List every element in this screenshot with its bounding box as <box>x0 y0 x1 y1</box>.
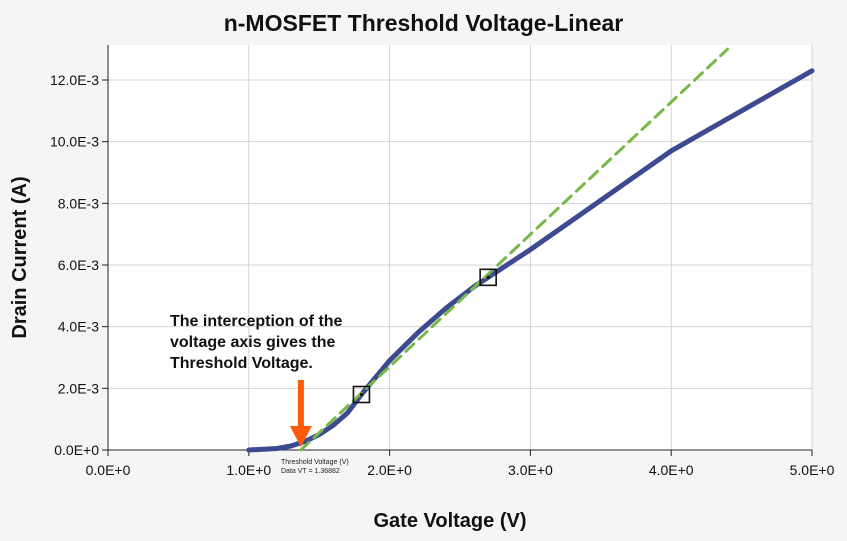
x-tick-label: 5.0E+0 <box>790 462 835 478</box>
y-tick-label: 8.0E-3 <box>58 195 99 211</box>
y-axis-label: Drain Current (A) <box>9 176 31 338</box>
annotation-text: Threshold Voltage. <box>170 355 313 372</box>
annotation-text: voltage axis gives the <box>170 334 336 351</box>
arrow-head <box>289 426 312 447</box>
x-tick-label: 4.0E+0 <box>649 462 694 478</box>
y-tick-label: 4.0E-3 <box>58 319 99 335</box>
x-tick-label: 2.0E+0 <box>367 462 412 478</box>
vt-readout: Threshold Voltage (V) <box>281 459 349 466</box>
axes <box>102 45 813 456</box>
grid <box>108 45 813 450</box>
plot-background <box>108 45 812 450</box>
y-tick-label: 0.0E+0 <box>54 442 99 458</box>
x-tick-label: 0.0E+0 <box>86 462 131 478</box>
tangent-line <box>299 47 729 452</box>
annotation-text: The interception of the <box>170 313 343 330</box>
marker-dot <box>486 275 490 279</box>
y-tick-label: 12.0E-3 <box>50 72 99 88</box>
y-tick-label: 2.0E-3 <box>58 380 99 396</box>
axis-labels: Gate Voltage (V) Drain Current (A) <box>9 176 527 532</box>
selection-marker <box>479 268 497 287</box>
y-tick-label: 10.0E-3 <box>50 134 99 150</box>
tick-labels: 0.0E+0 1.0E+0 2.0E+0 3.0E+0 4.0E+0 5.0E+0 0.0E… <box>50 72 835 478</box>
annotations: The interception of the voltage axis give… <box>170 313 349 475</box>
vt-readout: Data VT = 1.36882 <box>281 468 340 475</box>
chart-title: n-MOSFET Threshold Voltage-Linear <box>223 10 624 36</box>
x-tick-label: 1.0E+0 <box>226 462 271 478</box>
y-tick-label: 6.0E-3 <box>58 257 99 273</box>
marker-dot <box>359 392 364 397</box>
x-tick-label: 3.0E+0 <box>508 462 553 478</box>
selection-marker <box>352 385 371 404</box>
x-axis-label: Gate Voltage (V) <box>374 510 527 532</box>
